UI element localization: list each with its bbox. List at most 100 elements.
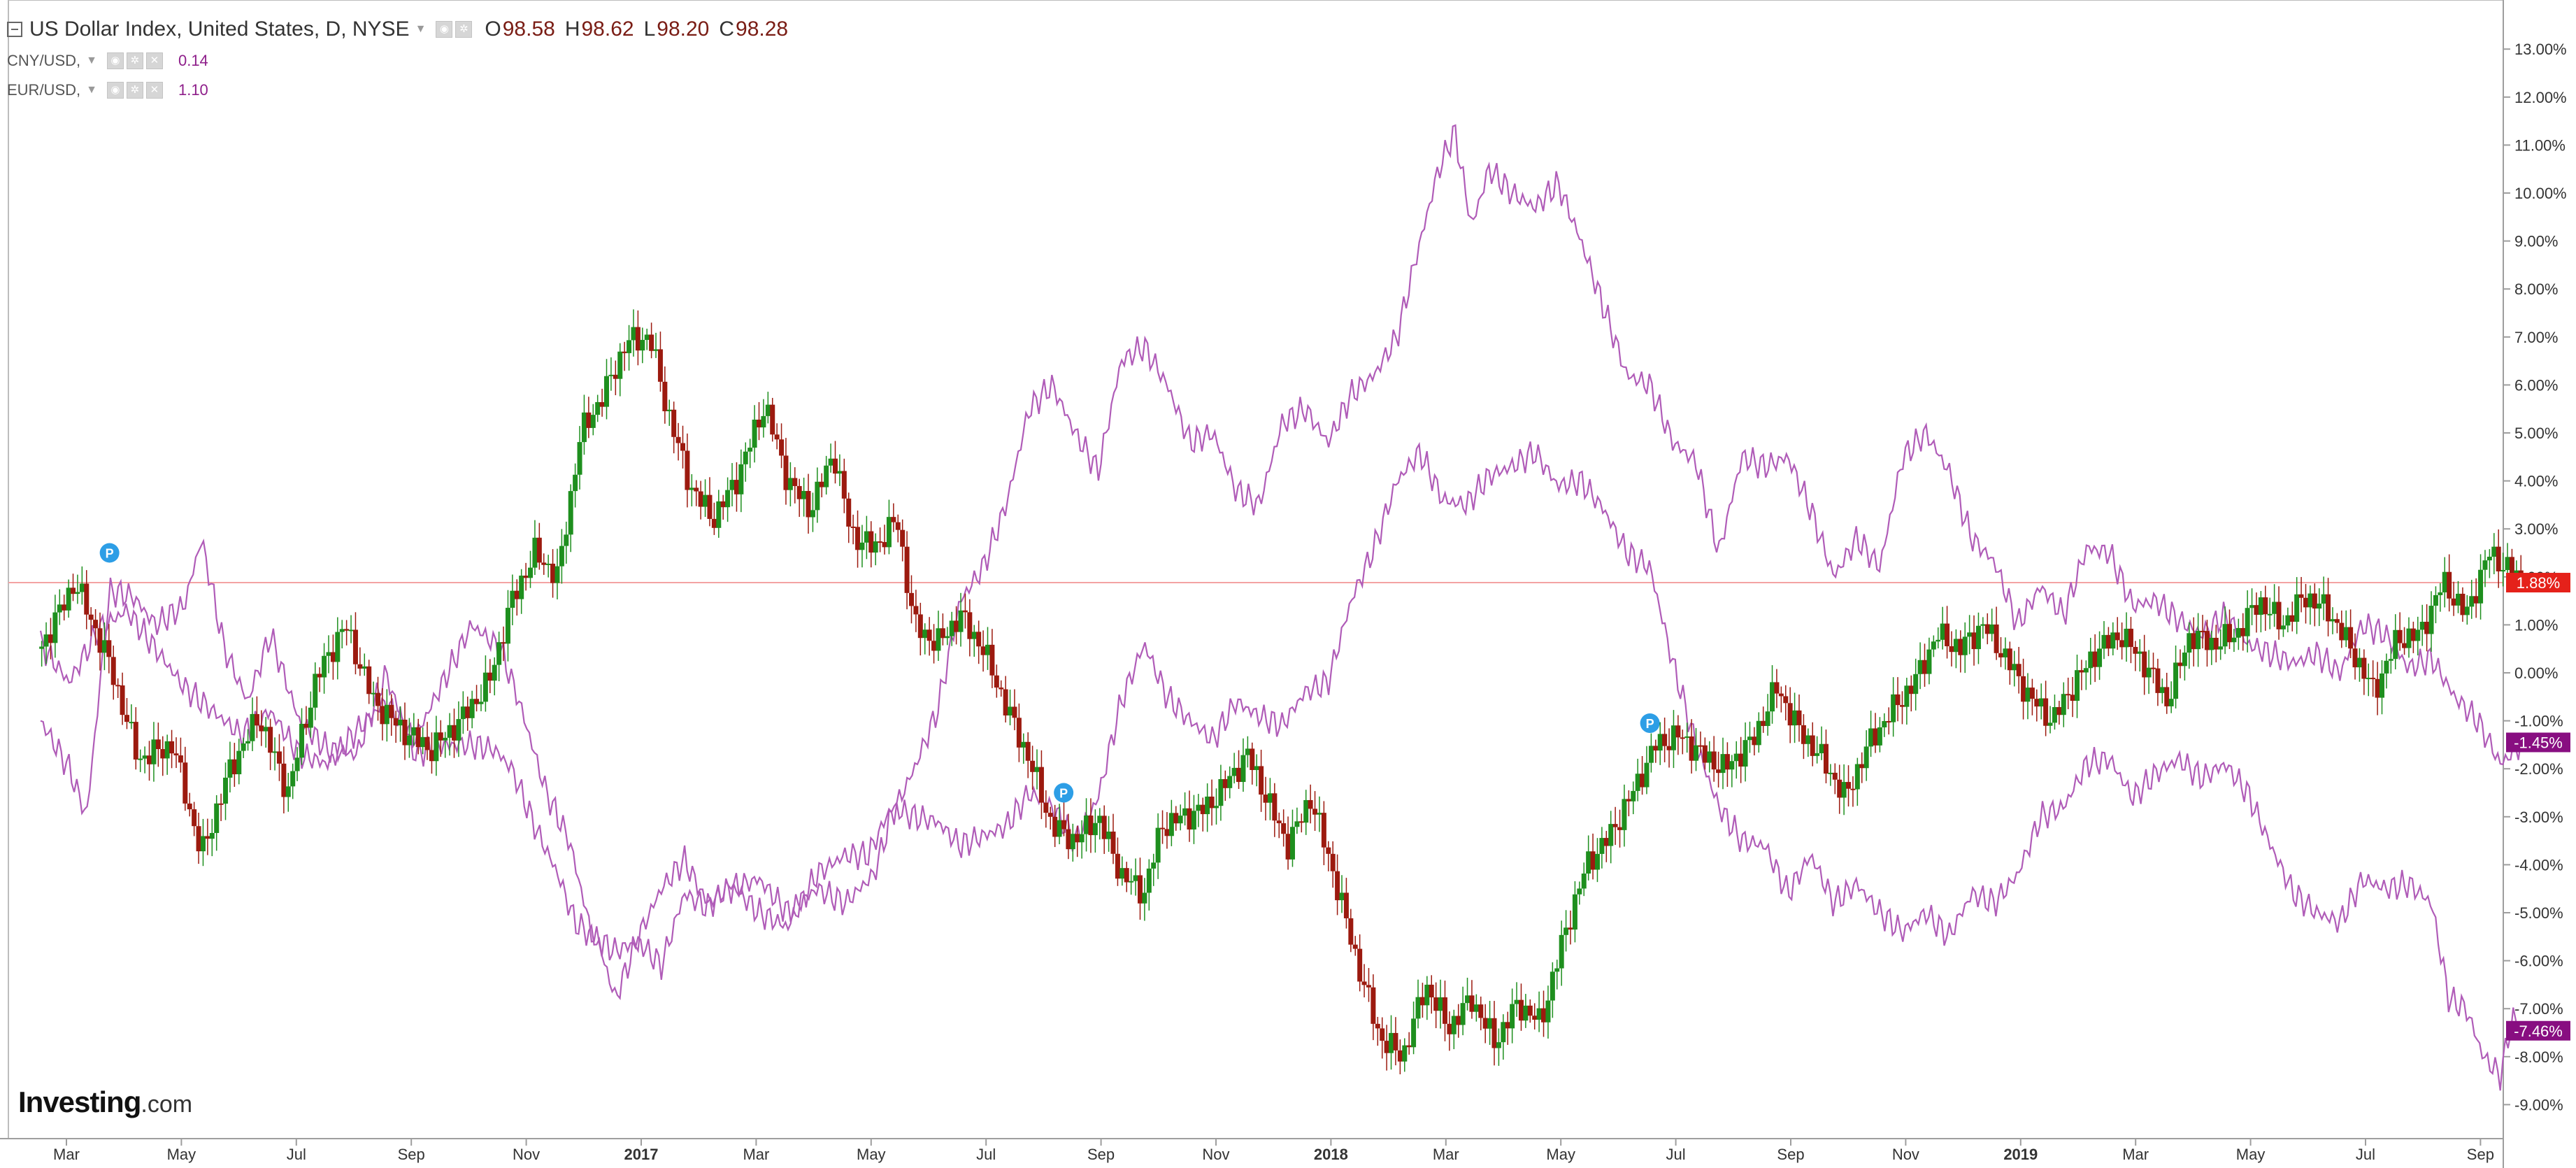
candle-body bbox=[1743, 740, 1748, 767]
candle-body bbox=[263, 727, 269, 732]
collapse-legend-icon[interactable] bbox=[7, 22, 22, 37]
candle-body bbox=[1747, 736, 1752, 741]
candle-body bbox=[218, 803, 224, 805]
candle-body bbox=[2348, 627, 2354, 649]
candle-body bbox=[1016, 718, 1022, 748]
dividend-marker-icon bbox=[99, 543, 120, 563]
candle-body bbox=[313, 674, 318, 708]
candle-body bbox=[2101, 634, 2107, 649]
candle-body bbox=[1272, 793, 1278, 821]
candle-body bbox=[2343, 627, 2349, 641]
candle-body bbox=[886, 517, 892, 548]
candle-body bbox=[1774, 682, 1780, 694]
candle-body bbox=[2428, 606, 2434, 634]
candle-body bbox=[1581, 873, 1587, 889]
candle-body bbox=[443, 737, 448, 741]
low-value: 98.20 bbox=[657, 17, 710, 41]
dividend-marker-label: P bbox=[1646, 717, 1654, 731]
candle-body bbox=[1787, 703, 1793, 726]
candle-body bbox=[2227, 624, 2233, 643]
candle-body bbox=[1510, 1004, 1515, 1029]
candle-body bbox=[160, 749, 166, 759]
candle-body bbox=[2258, 597, 2263, 615]
settings-icon[interactable]: ✲ bbox=[126, 82, 143, 99]
candle-body bbox=[1577, 888, 1582, 895]
candle-body bbox=[250, 713, 255, 741]
candle-body bbox=[1958, 639, 1963, 655]
eye-icon[interactable]: ◉ bbox=[436, 21, 453, 38]
candle-body bbox=[649, 334, 654, 351]
candle-body bbox=[841, 471, 847, 499]
candle-body bbox=[1550, 971, 1555, 1001]
close-icon[interactable]: ✕ bbox=[145, 52, 163, 69]
settings-icon[interactable]: ✲ bbox=[126, 52, 143, 69]
chevron-down-icon[interactable]: ▼ bbox=[86, 84, 97, 96]
high-value: 98.62 bbox=[581, 17, 634, 41]
candle-body bbox=[420, 736, 426, 748]
candle-body bbox=[1052, 816, 1058, 837]
candle-body bbox=[976, 632, 982, 647]
candle-body bbox=[1891, 694, 1896, 722]
candle-body bbox=[1308, 799, 1313, 809]
candle-body bbox=[299, 723, 305, 758]
candle-body bbox=[357, 664, 363, 669]
legend-compare-row: EUR/USD, ▼ ◉ ✲ ✕ 1.10 bbox=[7, 76, 788, 105]
candle-body bbox=[2007, 648, 2012, 671]
candle-body bbox=[1110, 831, 1116, 854]
candle-body bbox=[1770, 682, 1775, 712]
candle-body bbox=[120, 685, 125, 715]
candle-body bbox=[2209, 637, 2214, 650]
candle-body bbox=[259, 725, 264, 732]
candle-body bbox=[689, 487, 694, 490]
candle-body bbox=[532, 537, 538, 568]
compare-symbol-name[interactable]: EUR/USD, bbox=[7, 81, 81, 99]
price-badge bbox=[2506, 573, 2570, 593]
candle-body bbox=[402, 720, 408, 746]
candle-body bbox=[1030, 760, 1036, 772]
candle-body bbox=[2182, 653, 2187, 667]
candle-body bbox=[1084, 816, 1089, 834]
candle-body bbox=[1863, 746, 1869, 769]
chevron-down-icon[interactable]: ▼ bbox=[415, 23, 427, 35]
candle-body bbox=[438, 732, 443, 741]
candle-body bbox=[2433, 594, 2438, 606]
candle-body bbox=[783, 455, 789, 490]
x-tick-label: Nov bbox=[1202, 1146, 1229, 1163]
candle-body bbox=[716, 501, 722, 528]
y-tick-label: 10.00% bbox=[2514, 185, 2567, 202]
main-symbol-title[interactable]: US Dollar Index, United States, D, NYSE bbox=[29, 17, 410, 41]
candle-body bbox=[380, 706, 385, 725]
compare-symbol-name[interactable]: CNY/USD, bbox=[7, 52, 81, 69]
candle-body bbox=[1989, 624, 1995, 634]
candle-body bbox=[1631, 790, 1636, 802]
eye-icon[interactable]: ◉ bbox=[106, 52, 124, 69]
candle-body bbox=[528, 567, 534, 578]
candle-body bbox=[294, 757, 300, 771]
candle-body bbox=[1724, 754, 1730, 770]
x-tick-label: Mar bbox=[53, 1146, 80, 1163]
candle-body bbox=[57, 604, 62, 613]
legend-compare-row: CNY/USD, ▼ ◉ ✲ ✕ 0.14 bbox=[7, 46, 788, 76]
candle-body bbox=[926, 629, 932, 641]
candle-body bbox=[523, 576, 529, 578]
candle-body bbox=[662, 381, 668, 411]
candle-body bbox=[895, 522, 901, 530]
candle-body bbox=[2204, 631, 2210, 650]
candle-body bbox=[2356, 657, 2362, 668]
candle-body bbox=[994, 675, 999, 688]
candle-body bbox=[613, 374, 618, 379]
candle-body bbox=[1662, 734, 1668, 746]
candle-body bbox=[1343, 892, 1349, 918]
candle-body bbox=[375, 692, 381, 706]
candle-body bbox=[1680, 737, 1685, 739]
candle-body bbox=[496, 642, 502, 665]
eye-icon[interactable]: ◉ bbox=[106, 82, 124, 99]
candle-body bbox=[599, 401, 605, 407]
settings-icon[interactable]: ✲ bbox=[455, 21, 473, 38]
x-tick-label: Sep bbox=[398, 1146, 425, 1163]
chevron-down-icon[interactable]: ▼ bbox=[86, 55, 97, 66]
close-icon[interactable]: ✕ bbox=[145, 82, 163, 99]
candle-body bbox=[1245, 748, 1250, 755]
investing-logo[interactable]: Investing.com bbox=[18, 1085, 192, 1119]
